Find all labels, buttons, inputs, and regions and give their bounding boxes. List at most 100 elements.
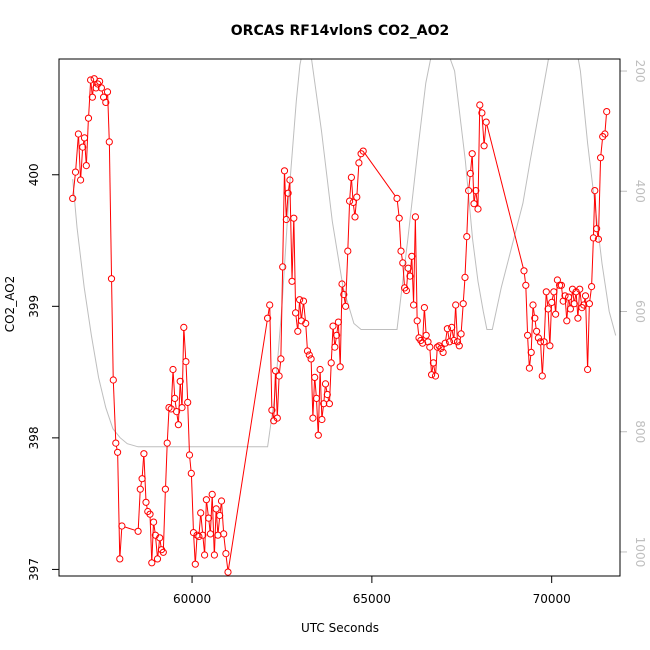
co2-segment bbox=[210, 497, 213, 531]
co2-segment bbox=[433, 365, 436, 374]
co2-point bbox=[561, 292, 569, 300]
co2-segment bbox=[217, 518, 220, 533]
co2-segment bbox=[214, 511, 217, 552]
co2-segment bbox=[417, 323, 420, 335]
co2-point bbox=[603, 108, 611, 116]
co2-point bbox=[114, 448, 122, 456]
co2-point bbox=[448, 323, 456, 331]
co2-segment bbox=[604, 114, 607, 131]
co2-segment bbox=[86, 121, 89, 163]
co2-segment bbox=[396, 201, 400, 216]
co2-segment bbox=[185, 364, 189, 400]
co2-segment bbox=[591, 240, 594, 284]
co2-segment bbox=[445, 331, 448, 341]
co2-point bbox=[212, 505, 220, 513]
co2-segment bbox=[547, 311, 551, 343]
co2-point bbox=[347, 173, 355, 181]
co2-segment bbox=[453, 308, 456, 338]
co2-segment bbox=[183, 330, 187, 359]
co2-segment bbox=[359, 156, 361, 161]
co2-point bbox=[321, 380, 330, 388]
co2-point bbox=[205, 514, 213, 522]
co2-segment bbox=[339, 287, 343, 364]
co2-point bbox=[77, 176, 85, 184]
co2-segment bbox=[338, 325, 341, 364]
co2-point bbox=[79, 143, 87, 151]
co2-point bbox=[342, 302, 350, 310]
co2-segment bbox=[455, 308, 458, 339]
co2-point bbox=[224, 568, 232, 576]
co2-point bbox=[482, 118, 490, 126]
co2-point bbox=[266, 301, 274, 309]
co2-segment bbox=[413, 219, 416, 302]
co2-point bbox=[102, 98, 110, 107]
co2-point bbox=[351, 213, 359, 221]
co2-segment bbox=[174, 401, 177, 409]
co2-segment bbox=[149, 517, 153, 560]
co2-point bbox=[82, 162, 90, 170]
chart-title: ORCAS RF14vlonS CO2_AO2 bbox=[231, 23, 449, 39]
co2-segment bbox=[530, 308, 534, 350]
co2-point bbox=[533, 327, 541, 335]
co2-point bbox=[136, 485, 144, 493]
co2-point bbox=[288, 277, 296, 285]
co2-point bbox=[216, 511, 224, 520]
co2-segment bbox=[353, 205, 356, 214]
y2-tick-label: 200 bbox=[633, 60, 647, 83]
y-axis-label: CO2_AO2 bbox=[3, 276, 17, 333]
co2-point bbox=[187, 469, 195, 477]
co2-segment bbox=[159, 540, 162, 547]
co2-point bbox=[397, 247, 405, 255]
x-axis-label: UTC Seconds bbox=[301, 621, 379, 635]
co2-point bbox=[455, 342, 463, 350]
co2-point bbox=[220, 530, 228, 538]
co2-point bbox=[329, 322, 337, 330]
co2-segment bbox=[297, 302, 300, 329]
co2-segment bbox=[181, 330, 185, 405]
co2-point bbox=[408, 252, 416, 260]
co2-segment bbox=[278, 361, 282, 374]
co2-segment bbox=[112, 383, 117, 441]
co2-point bbox=[534, 334, 543, 342]
co2-point bbox=[419, 339, 427, 347]
co2-point bbox=[184, 398, 192, 406]
co2-point bbox=[171, 394, 179, 402]
co2-segment bbox=[398, 221, 402, 249]
co2-point bbox=[161, 485, 169, 493]
co2-point bbox=[450, 336, 458, 345]
y2-tick-label: 400 bbox=[633, 180, 647, 203]
co2-segment bbox=[193, 535, 196, 562]
co2-segment bbox=[329, 365, 332, 401]
co2-segment bbox=[189, 458, 192, 471]
co2-point bbox=[277, 355, 285, 363]
co2-point bbox=[584, 365, 592, 374]
co2-segment bbox=[598, 160, 601, 237]
co2-segment bbox=[447, 331, 450, 339]
co2-point bbox=[214, 531, 222, 539]
co2-point bbox=[112, 439, 120, 447]
co2-point bbox=[318, 415, 326, 424]
co2-point bbox=[422, 331, 430, 339]
co2-point bbox=[159, 548, 167, 556]
co2-segment bbox=[542, 344, 545, 373]
co2-point bbox=[279, 263, 287, 271]
co2-point bbox=[150, 518, 158, 526]
co2-point bbox=[199, 531, 207, 539]
co2-point bbox=[576, 285, 584, 293]
co2-point bbox=[465, 187, 473, 195]
co2-segment bbox=[200, 515, 203, 533]
co2-segment bbox=[534, 321, 537, 329]
co2-point bbox=[344, 247, 352, 255]
co2-point bbox=[118, 522, 126, 530]
co2-segment bbox=[401, 254, 403, 260]
co2-segment bbox=[90, 83, 93, 95]
co2-point bbox=[294, 327, 302, 335]
co2-segment bbox=[349, 180, 352, 199]
co2-point bbox=[585, 300, 594, 308]
co2-point bbox=[138, 475, 146, 483]
co2-point bbox=[84, 114, 93, 122]
co2-point bbox=[404, 264, 412, 272]
co2-segment bbox=[153, 525, 156, 533]
co2-point bbox=[109, 376, 117, 384]
co2-point bbox=[280, 167, 289, 175]
